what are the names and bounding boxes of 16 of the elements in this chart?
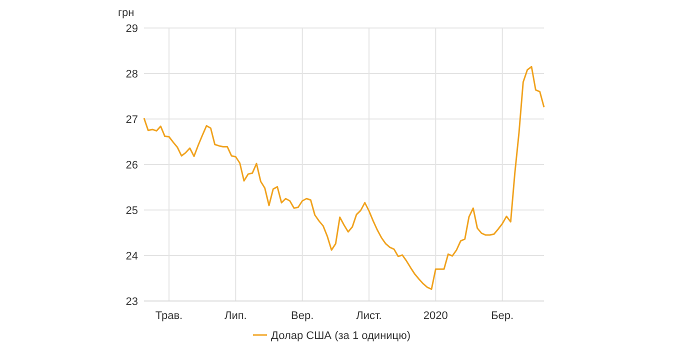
x-tick-label: Лист. — [356, 310, 382, 322]
line-series — [143, 66, 545, 290]
x-tick-label: Вер. — [291, 310, 314, 322]
y-tick-label: 28 — [126, 68, 138, 80]
y-tick-label: 27 — [126, 114, 138, 126]
x-tick-label: Бер. — [491, 310, 514, 322]
y-axis-title: грн — [118, 7, 134, 19]
y-tick-label: 23 — [126, 296, 138, 308]
y-tick-label: 26 — [126, 159, 138, 172]
x-tick-label: Трав. — [155, 310, 183, 322]
x-tick-label: Лип. — [224, 310, 247, 322]
y-tick-label: 29 — [126, 22, 138, 35]
y-tick-label: 24 — [126, 250, 138, 262]
x-tick-label: 2020 — [423, 310, 448, 322]
legend-label: Долар США (за 1 одиницю) — [271, 330, 411, 342]
y-tick-label: 25 — [126, 204, 138, 217]
